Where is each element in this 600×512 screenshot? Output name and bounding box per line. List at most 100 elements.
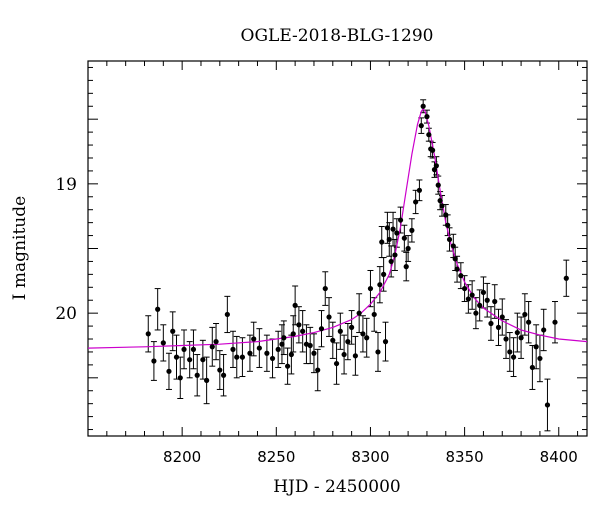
data-point [247, 350, 253, 356]
data-point [151, 358, 157, 364]
data-point [492, 298, 498, 305]
data-point [510, 354, 517, 360]
data-point [473, 310, 479, 316]
x-tick-label: 8250 [257, 448, 295, 466]
data-point [401, 235, 407, 241]
data-point [392, 252, 398, 258]
data-point [181, 346, 187, 352]
data-point [256, 345, 262, 351]
data-point [529, 364, 535, 371]
data-point [526, 319, 532, 325]
data-point [495, 324, 502, 330]
data-point [345, 339, 351, 345]
data-point [155, 306, 161, 312]
data-point [251, 336, 257, 342]
data-point [292, 302, 298, 308]
data-point [445, 222, 451, 228]
data-point [514, 329, 520, 336]
data-point [337, 328, 343, 334]
y-axis-label: I magnitude [10, 196, 30, 300]
data-point [450, 243, 456, 249]
x-tick-label: 8400 [540, 448, 578, 466]
data-point [381, 271, 387, 277]
data-point [390, 226, 396, 232]
data-point [187, 357, 193, 363]
x-tick-labels: 8200 8250 8300 8350 8400 [163, 448, 578, 466]
data-point [288, 351, 294, 358]
data-point [429, 147, 436, 153]
data-point [435, 182, 441, 188]
data-point [484, 297, 490, 303]
data-point [326, 314, 332, 320]
data-point [275, 346, 281, 352]
data-point [315, 367, 321, 373]
data-point [465, 296, 471, 302]
data-point [388, 258, 394, 265]
data-point [307, 342, 313, 349]
data-point [443, 212, 449, 218]
data-point [462, 285, 468, 292]
data-point [239, 354, 246, 360]
data-point [285, 363, 291, 369]
data-point [311, 350, 317, 356]
data-point [300, 328, 306, 334]
data-points [145, 103, 569, 408]
data-point [173, 354, 180, 360]
data-point [330, 337, 336, 343]
data-point [563, 275, 569, 281]
data-point [352, 353, 358, 359]
data-point [507, 349, 513, 355]
data-point [552, 319, 558, 325]
y-tick-label: 19 [55, 175, 77, 195]
data-point [405, 245, 411, 252]
data-point [318, 326, 325, 332]
data-point [397, 217, 404, 223]
data-point [269, 355, 276, 362]
data-point [433, 163, 439, 169]
data-point [386, 236, 392, 243]
data-point [416, 187, 423, 193]
axis-ticks [87, 61, 587, 436]
data-point [377, 282, 383, 288]
data-point [200, 357, 206, 363]
data-point [488, 320, 494, 327]
x-tick-label: 8350 [446, 448, 484, 466]
y-tick-label: 20 [55, 304, 77, 324]
x-tick-label: 8200 [163, 448, 201, 466]
data-point [220, 372, 227, 378]
data-point [356, 310, 362, 316]
data-point [224, 311, 230, 318]
data-point [544, 402, 551, 408]
data-point [424, 114, 430, 120]
data-point [409, 227, 415, 233]
data-point [403, 264, 409, 270]
data-point [503, 336, 509, 342]
data-point [382, 339, 389, 345]
data-point [454, 266, 460, 272]
data-point [190, 346, 197, 352]
data-point [234, 354, 240, 360]
data-point [333, 360, 340, 367]
data-point [446, 236, 453, 243]
data-point [341, 351, 347, 358]
data-point [458, 273, 464, 279]
data-point [194, 372, 200, 378]
data-point [264, 350, 270, 356]
data-point [279, 341, 285, 347]
data-point [480, 289, 487, 296]
x-axis-label: HJD - 2450000 [273, 477, 401, 497]
data-point [431, 167, 438, 173]
data-point [166, 368, 172, 374]
data-point [296, 322, 302, 328]
plot-frame [87, 60, 588, 437]
data-point [522, 311, 528, 318]
data-point [217, 367, 223, 373]
data-point [518, 335, 524, 341]
data-point [420, 103, 426, 109]
data-point [145, 331, 151, 337]
data-point [418, 123, 424, 129]
data-point [477, 302, 483, 308]
data-point [367, 285, 374, 292]
